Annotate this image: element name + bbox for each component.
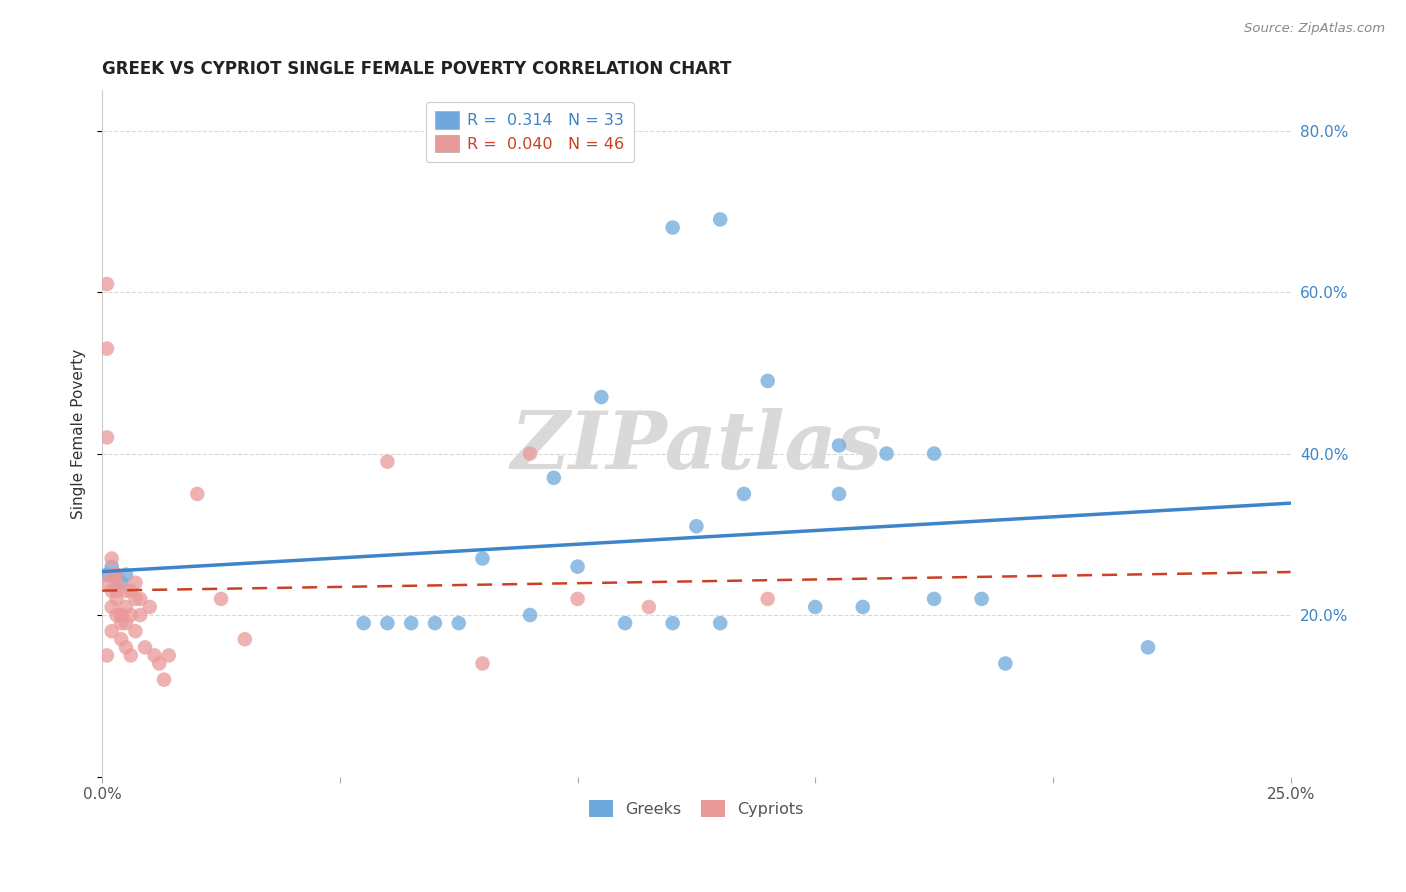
Point [105,567,128,582]
Point [124,591,146,606]
Point [100,583,122,598]
Point [105,575,128,590]
Point [105,591,128,606]
Point [519,608,541,623]
Point [115,640,138,655]
Point [105,583,128,598]
Point [96,277,118,291]
Point [139,599,162,614]
Point [105,608,128,623]
Point [709,616,731,631]
Point [96,648,118,663]
Point [614,616,637,631]
Text: GREEK VS CYPRIOT SINGLE FEMALE POVERTY CORRELATION CHART: GREEK VS CYPRIOT SINGLE FEMALE POVERTY C… [103,60,731,78]
Point [124,624,146,639]
Point [471,551,494,566]
Point [96,430,118,444]
Point [110,608,132,623]
Point [447,616,470,631]
Point [852,599,875,614]
Point [638,599,661,614]
Point [110,616,132,631]
Point [115,616,138,631]
Point [661,616,683,631]
Point [105,567,128,582]
Point [100,624,122,639]
Point [96,575,118,590]
Point [100,559,122,574]
Point [110,608,132,623]
Point [120,583,142,598]
Point [157,648,180,663]
Point [129,608,152,623]
Point [100,567,122,582]
Point [685,519,707,533]
Point [709,212,731,227]
Point [519,446,541,460]
Point [543,471,565,485]
Point [115,583,138,598]
Y-axis label: Single Female Poverty: Single Female Poverty [72,348,86,518]
Point [110,575,132,590]
Point [377,616,399,631]
Point [661,220,683,235]
Point [209,591,232,606]
Point [233,632,256,647]
Text: ZIPatlas: ZIPatlas [510,409,883,486]
Point [124,575,146,590]
Point [377,455,399,469]
Point [110,632,132,647]
Point [399,616,422,631]
Point [922,591,945,606]
Point [567,591,589,606]
Point [120,648,142,663]
Point [96,567,118,582]
Point [134,640,156,655]
Text: Source: ZipAtlas.com: Source: ZipAtlas.com [1244,22,1385,36]
Point [115,567,138,582]
Point [756,591,779,606]
Point [153,673,176,687]
Point [922,446,945,460]
Point [804,599,827,614]
Point [353,616,375,631]
Point [970,591,993,606]
Point [115,599,138,614]
Point [120,608,142,623]
Point [148,657,170,671]
Point [733,487,755,501]
Point [1136,640,1159,655]
Point [828,487,851,501]
Point [143,648,166,663]
Point [129,591,152,606]
Point [591,390,613,404]
Legend: Greeks, Cypriots: Greeks, Cypriots [582,794,810,823]
Point [994,657,1017,671]
Point [876,446,898,460]
Point [96,342,118,356]
Point [567,559,589,574]
Point [186,487,208,501]
Point [828,438,851,452]
Point [100,599,122,614]
Point [100,551,122,566]
Point [756,374,779,388]
Point [471,657,494,671]
Point [423,616,446,631]
